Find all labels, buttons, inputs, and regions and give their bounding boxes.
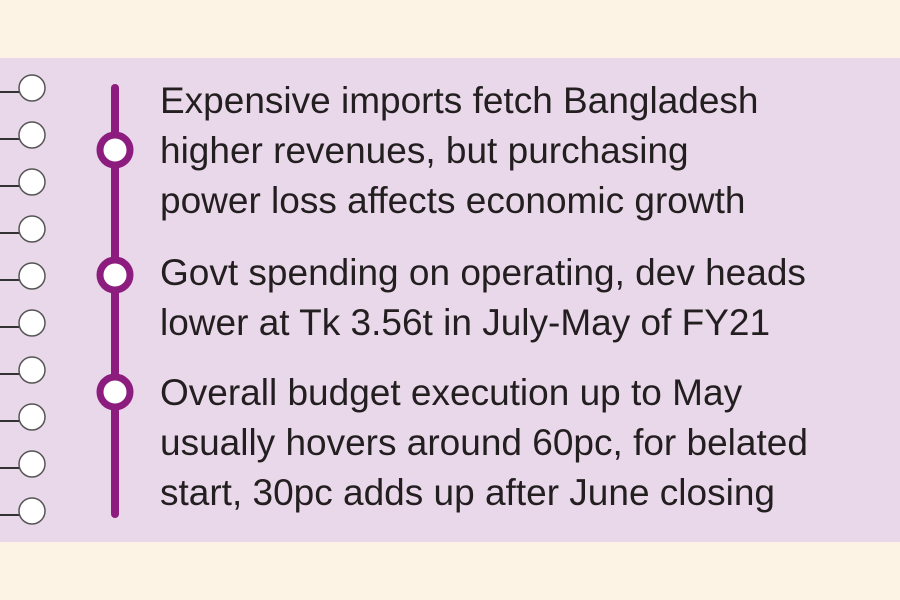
bullet-dot bbox=[96, 373, 134, 411]
ring-hole bbox=[18, 74, 46, 102]
bullet-dot bbox=[96, 131, 134, 169]
bullet-text: higher revenues, but purchasing bbox=[160, 130, 689, 171]
ring-hole bbox=[18, 450, 46, 478]
ring-hole bbox=[18, 215, 46, 243]
spiral-binding bbox=[0, 74, 46, 525]
ring-hole bbox=[18, 121, 46, 149]
ring-hole bbox=[18, 356, 46, 384]
ring-hole bbox=[18, 497, 46, 525]
ring-hole bbox=[18, 309, 46, 337]
bullet-dot bbox=[96, 256, 134, 294]
notepad-panel bbox=[0, 58, 900, 542]
bullet-text: Overall budget execution up to May bbox=[160, 372, 743, 413]
bullet-list: Expensive imports fetch Bangladesh higher… bbox=[96, 80, 808, 513]
bullet-text: power loss affects economic growth bbox=[160, 180, 745, 221]
bullet-text: start, 30pc adds up after June closing bbox=[160, 472, 775, 513]
ring-hole bbox=[18, 262, 46, 290]
bullet-text: lower at Tk 3.56t in July-May of FY21 bbox=[160, 302, 770, 343]
bullet-text: usually hovers around 60pc, for belated bbox=[160, 422, 808, 463]
bullet-text: Govt spending on operating, dev heads bbox=[160, 252, 806, 293]
ring-hole bbox=[18, 168, 46, 196]
ring-hole bbox=[18, 403, 46, 431]
bullet-text: Expensive imports fetch Bangladesh bbox=[160, 80, 759, 121]
